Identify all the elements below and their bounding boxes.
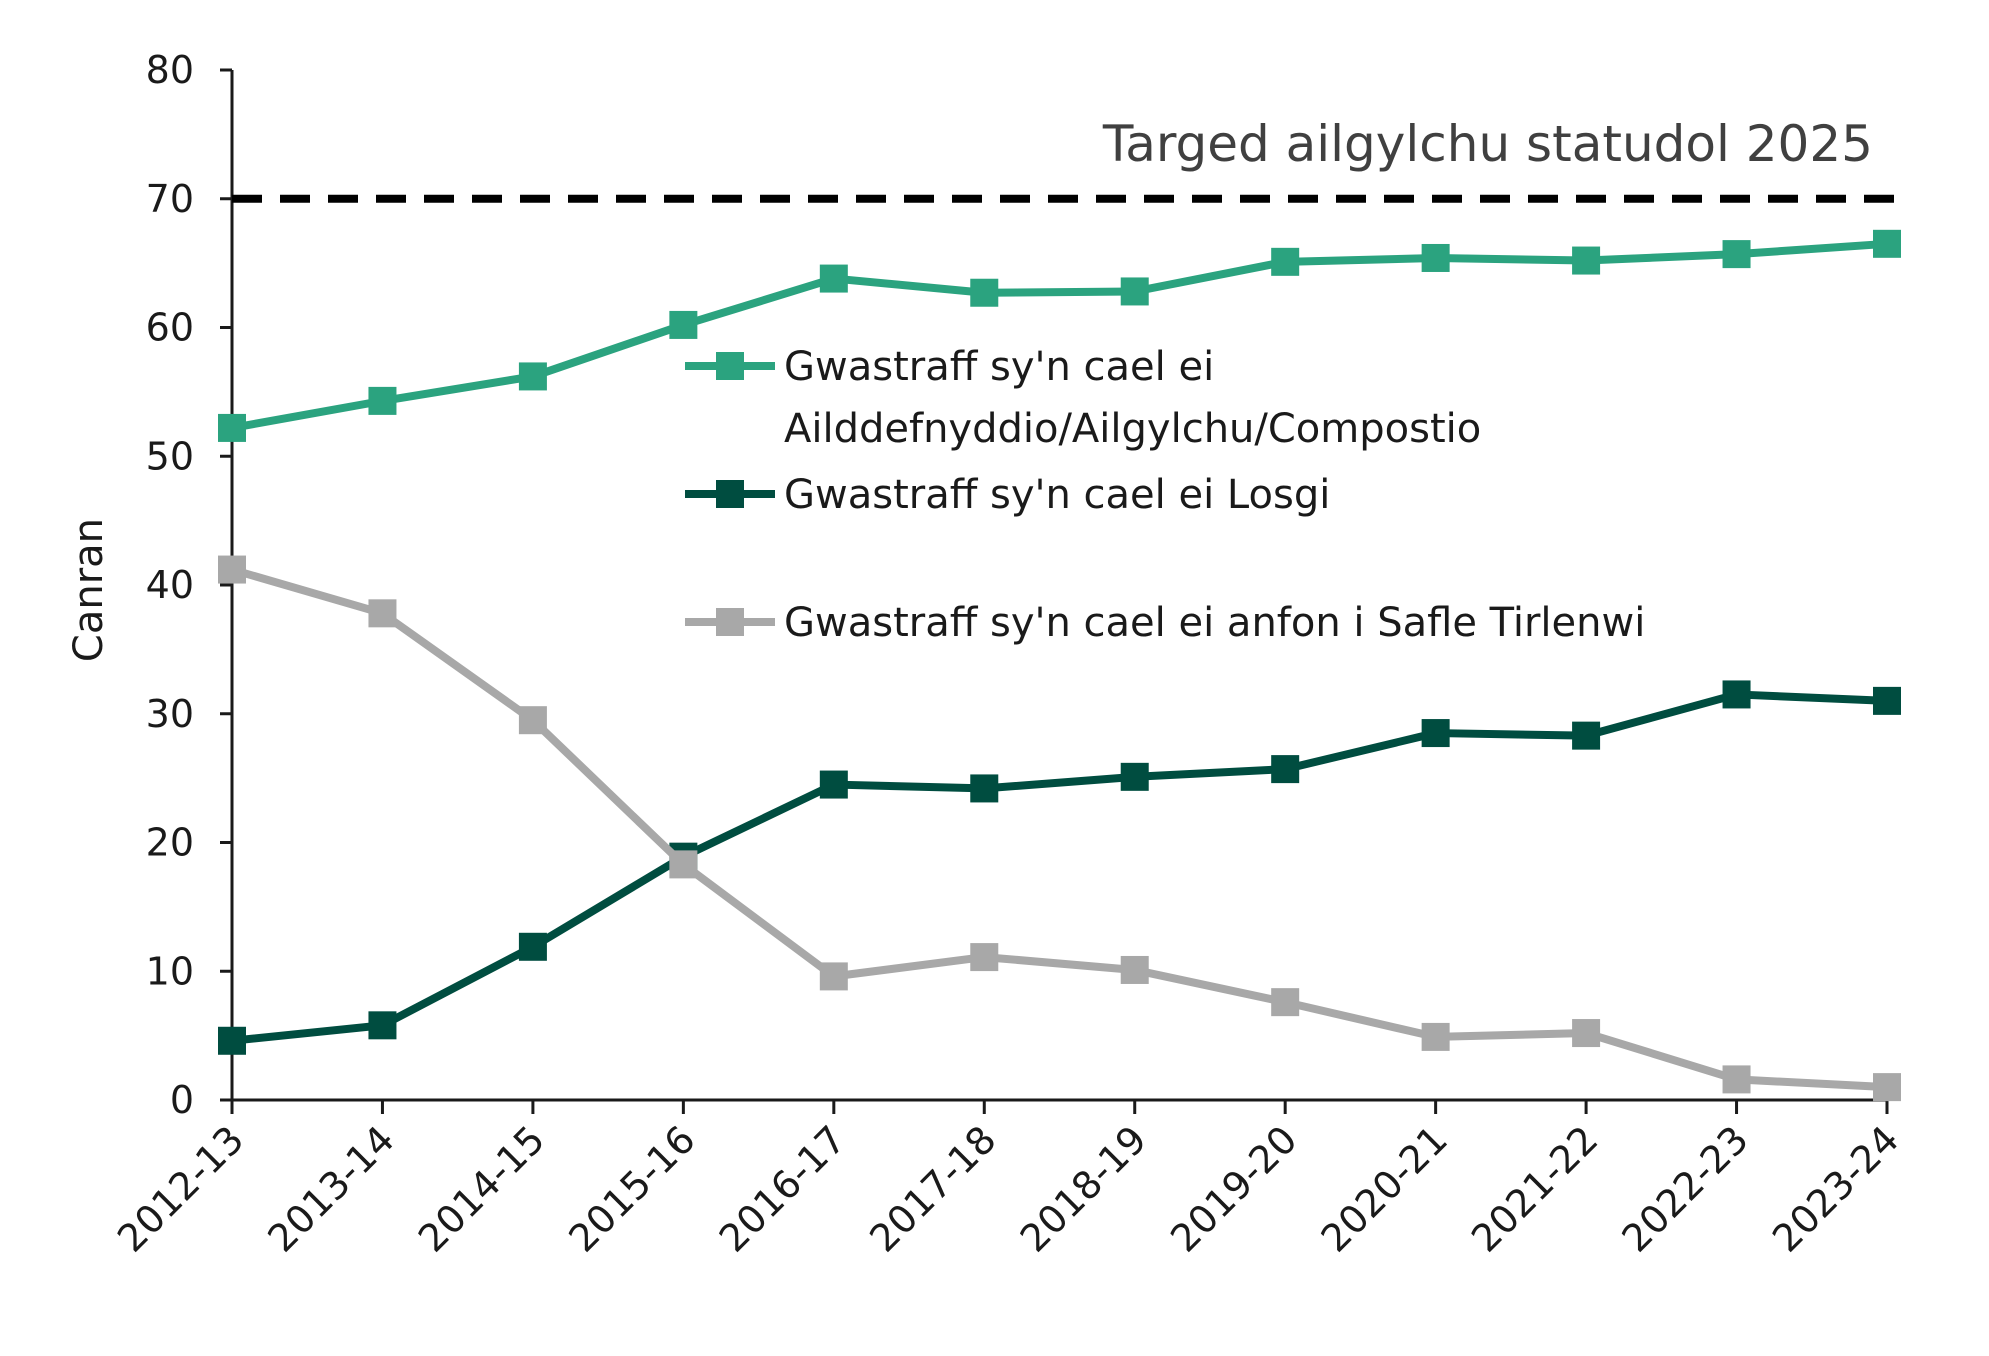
data-point-marker — [1572, 1019, 1601, 1048]
legend-item-2: Gwastraff sy'n cael ei anfon i Safle Tir… — [685, 600, 1645, 646]
data-point-marker — [1271, 755, 1300, 784]
y-tick-label: 80 — [146, 48, 194, 92]
data-point-marker — [819, 770, 848, 799]
series-group — [218, 229, 1901, 1102]
data-point-marker — [1873, 229, 1901, 258]
y-tick-label: 0 — [170, 1078, 194, 1122]
x-tick-label: 2019-20 — [1162, 1117, 1305, 1260]
data-point-marker — [819, 264, 848, 293]
x-tick-label: 2020-21 — [1313, 1117, 1456, 1260]
data-point-marker — [1572, 246, 1601, 275]
y-tick-label: 50 — [146, 434, 194, 478]
data-point-marker — [518, 932, 547, 961]
data-point-marker — [368, 1011, 397, 1040]
data-point-marker — [218, 1026, 246, 1055]
legend-swatch-marker — [716, 480, 744, 508]
data-point-marker — [1421, 1022, 1450, 1051]
x-tick-label: 2013-14 — [259, 1117, 402, 1260]
reference-line-group: Targed ailgylchu statudol 2025 — [232, 115, 1899, 203]
legend: Gwastraff sy'n cael ei Ailddefnyddio/Ailg… — [685, 344, 1645, 646]
legend-item-0: Gwastraff sy'n cael ei Ailddefnyddio/Ailg… — [685, 344, 1481, 452]
data-point-marker — [1271, 988, 1300, 1017]
data-point-marker — [1120, 277, 1149, 306]
y-tick-label: 30 — [146, 692, 194, 736]
series-line — [231, 690, 1888, 1045]
x-tick-label: 2014-15 — [410, 1117, 553, 1260]
legend-label: Gwastraff sy'n cael ei — [784, 344, 1214, 390]
data-point-marker — [1722, 1065, 1751, 1094]
x-tick-label: 2023-24 — [1764, 1117, 1907, 1260]
legend-swatch-marker — [716, 352, 744, 380]
data-point-marker — [1873, 1073, 1901, 1102]
legend-label: Gwastraff sy'n cael ei Losgi — [784, 472, 1330, 518]
series-1 — [218, 680, 1901, 1055]
y-tick-label: 40 — [146, 563, 194, 607]
series-line — [230, 565, 1888, 1092]
data-point-marker — [669, 310, 698, 339]
series-0 — [218, 229, 1901, 442]
data-point-marker — [1722, 240, 1751, 269]
data-point-marker — [218, 555, 246, 584]
y-tick-label: 20 — [146, 821, 194, 865]
data-point-marker — [970, 774, 999, 803]
data-point-marker — [518, 362, 547, 391]
data-point-marker — [1873, 686, 1901, 715]
target-label: Targed ailgylchu statudol 2025 — [1102, 115, 1873, 173]
data-point-marker — [368, 599, 397, 628]
data-point-marker — [1421, 719, 1450, 748]
data-point-marker — [970, 278, 999, 307]
data-point-marker — [218, 413, 246, 442]
data-point-marker — [518, 706, 547, 735]
data-point-marker — [1271, 247, 1300, 276]
x-tick-label: 2016-17 — [711, 1117, 854, 1260]
series-line — [231, 239, 1888, 432]
data-point-marker — [368, 386, 397, 415]
data-point-marker — [970, 943, 999, 972]
y-tick-label: 60 — [146, 306, 194, 350]
x-tick-label: 2015-16 — [560, 1117, 703, 1260]
data-point-marker — [1120, 762, 1149, 791]
x-tick-label: 2017-18 — [861, 1117, 1004, 1260]
data-point-marker — [1722, 680, 1751, 709]
legend-label: Ailddefnyddio/Ailgylchu/Compostio — [784, 406, 1481, 452]
x-tick-label: 2021-22 — [1463, 1117, 1606, 1260]
legend-item-1: Gwastraff sy'n cael ei Losgi — [685, 472, 1330, 518]
x-tick-label: 2022-23 — [1614, 1117, 1757, 1260]
y-axis-title: Canran — [66, 518, 112, 662]
series-2 — [218, 555, 1901, 1102]
x-tick-label: 2018-19 — [1012, 1117, 1155, 1260]
data-point-marker — [1421, 243, 1450, 272]
data-point-marker — [1572, 721, 1601, 750]
data-point-marker — [669, 850, 698, 879]
y-tick-label: 70 — [146, 177, 194, 221]
data-point-marker — [819, 962, 848, 991]
y-tick-label: 10 — [146, 949, 194, 993]
x-tick-label: 2012-13 — [109, 1117, 252, 1260]
legend-swatch-marker — [716, 608, 744, 636]
data-point-marker — [1120, 955, 1149, 984]
legend-label: Gwastraff sy'n cael ei anfon i Safle Tir… — [784, 600, 1645, 646]
